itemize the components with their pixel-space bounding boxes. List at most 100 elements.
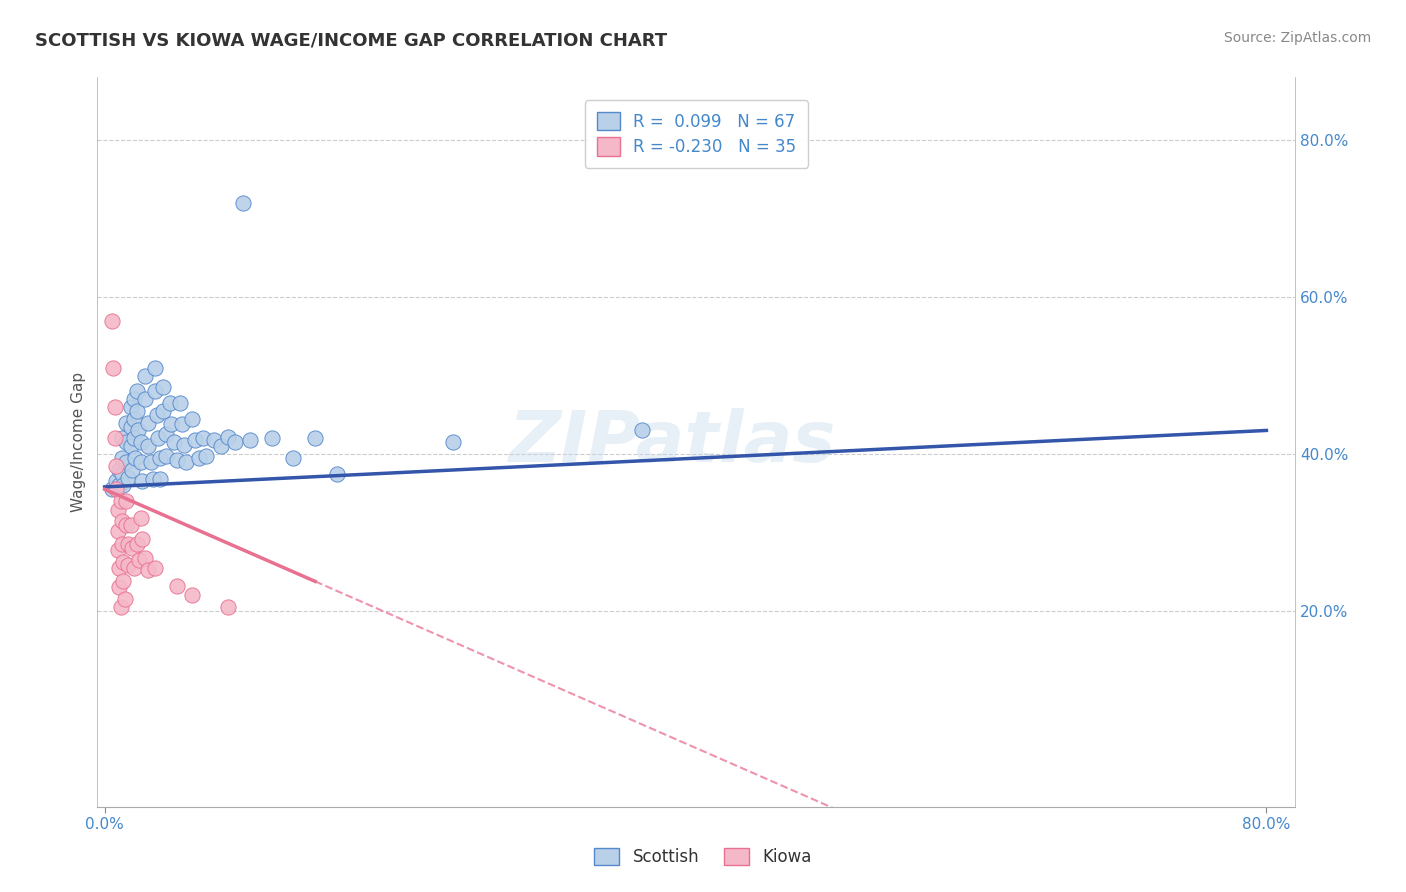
Point (122, 560, 145, 574)
Point (166, 579, 188, 593)
Point (148, 431, 170, 445)
Point (115, 494, 138, 508)
Point (129, 455, 152, 469)
Point (108, 478, 131, 492)
Point (120, 400, 142, 414)
Point (131, 475, 153, 489)
Point (166, 453, 188, 467)
Point (120, 517, 142, 532)
Point (180, 588, 202, 602)
Point (107, 524, 129, 538)
Point (136, 439, 159, 453)
Point (115, 416, 138, 430)
Point (134, 392, 156, 406)
Point (232, 196, 254, 211)
Point (112, 555, 135, 569)
Text: SCOTTISH VS KIOWA WAGE/INCOME GAP CORRELATION CHART: SCOTTISH VS KIOWA WAGE/INCOME GAP CORREL… (35, 31, 668, 49)
Point (124, 450, 146, 465)
Point (111, 514, 134, 528)
Point (104, 431, 127, 445)
Point (217, 599, 239, 614)
Point (170, 417, 193, 432)
Legend: Scottish, Kiowa: Scottish, Kiowa (586, 840, 820, 875)
Point (115, 517, 138, 532)
Point (195, 449, 218, 463)
Point (304, 431, 326, 445)
Point (129, 511, 152, 525)
Point (152, 380, 174, 394)
Point (125, 384, 148, 399)
Point (163, 435, 186, 450)
Point (110, 599, 132, 614)
Point (115, 435, 138, 450)
Point (180, 411, 202, 425)
Point (127, 424, 149, 438)
Point (104, 400, 127, 414)
Text: Source: ZipAtlas.com: Source: ZipAtlas.com (1223, 31, 1371, 45)
Point (125, 537, 148, 551)
Point (111, 450, 134, 465)
Point (146, 408, 169, 422)
Point (136, 416, 159, 430)
Y-axis label: Wage/Income Gap: Wage/Income Gap (72, 372, 86, 512)
Point (115, 455, 138, 469)
Point (160, 417, 183, 432)
Point (111, 467, 134, 481)
Point (174, 455, 197, 469)
Point (120, 439, 142, 453)
Point (121, 463, 143, 477)
Point (149, 472, 172, 486)
Point (122, 392, 145, 406)
Point (112, 574, 135, 588)
Point (108, 463, 131, 477)
Point (202, 433, 225, 447)
Point (108, 560, 131, 574)
Point (125, 404, 148, 418)
Point (173, 437, 195, 451)
Point (101, 483, 124, 497)
Point (188, 450, 211, 465)
Point (114, 592, 136, 607)
Point (260, 431, 283, 445)
Point (117, 537, 139, 551)
Point (152, 404, 174, 418)
Point (108, 580, 131, 594)
Point (217, 430, 239, 444)
Point (111, 431, 134, 445)
Point (169, 396, 191, 410)
Point (105, 483, 128, 497)
Point (112, 478, 135, 492)
Point (139, 455, 162, 469)
Point (128, 553, 150, 567)
Point (145, 384, 167, 399)
Point (120, 419, 142, 434)
Point (117, 558, 139, 573)
Point (141, 472, 163, 486)
Point (105, 475, 128, 489)
Point (103, 360, 125, 375)
Point (107, 542, 129, 557)
Point (101, 313, 124, 327)
Point (134, 550, 156, 565)
Point (131, 532, 153, 546)
Point (631, 424, 654, 438)
Point (145, 360, 167, 375)
Point (122, 411, 145, 425)
Point (159, 396, 181, 410)
Point (149, 450, 172, 465)
Point (441, 435, 464, 450)
Point (326, 467, 349, 481)
Legend: R =  0.099   N = 67, R = -0.230   N = 35: R = 0.099 N = 67, R = -0.230 N = 35 (585, 101, 808, 168)
Point (122, 431, 145, 445)
Point (134, 368, 156, 383)
Point (105, 458, 128, 473)
Point (283, 450, 305, 465)
Point (129, 435, 152, 450)
Point (145, 560, 167, 574)
Point (183, 433, 205, 447)
Point (193, 431, 215, 445)
Point (110, 494, 132, 508)
Point (117, 470, 139, 484)
Point (155, 427, 177, 442)
Point (209, 439, 232, 453)
